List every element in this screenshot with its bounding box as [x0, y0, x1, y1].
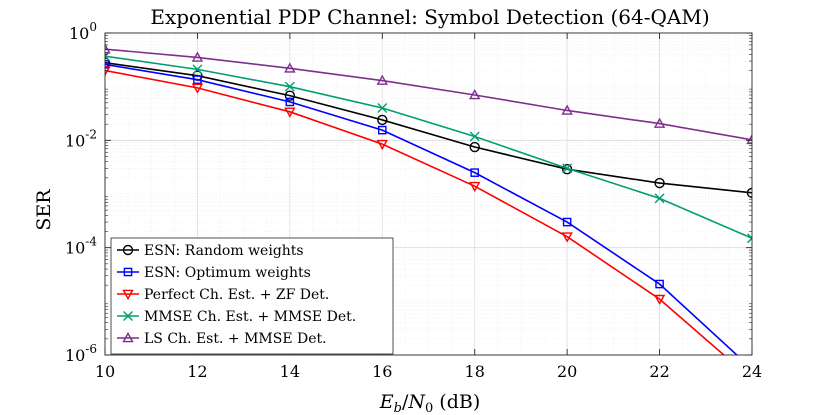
x-axis-label: Eb/N0 (dB) — [379, 391, 481, 415]
data-point — [191, 83, 204, 94]
data-point — [561, 232, 573, 243]
marker-x-stroke — [747, 237, 752, 244]
x-tick-label: 18 — [465, 362, 485, 381]
marker-x-stroke — [747, 233, 752, 240]
y-tick-label: 100 — [69, 20, 97, 43]
data-point — [193, 75, 202, 84]
y-tick-label: 10-2 — [65, 127, 97, 150]
x-tick-label: 14 — [280, 362, 300, 381]
data-point — [191, 51, 204, 62]
data-point — [470, 168, 480, 177]
data-point — [284, 81, 295, 92]
legend-marker — [123, 267, 133, 277]
y-tick-label: 10-4 — [65, 235, 97, 258]
x-tick-label: 20 — [557, 362, 577, 381]
legend-entry: MMSE Ch. Est. + MMSE Det. — [144, 309, 356, 325]
series-5 — [105, 43, 752, 145]
chart-title: Exponential PDP Channel: Symbol Detectio… — [150, 5, 709, 29]
data-point — [747, 233, 752, 244]
series-line — [105, 48, 752, 141]
legend: ESN: Random weights ESN: Optimum weights P… — [110, 237, 394, 355]
data-point — [105, 57, 111, 68]
series-clipped — [105, 43, 752, 355]
data-point — [653, 294, 666, 306]
data-point — [376, 139, 388, 151]
x-tick-label: 16 — [372, 362, 392, 381]
legend-box — [110, 237, 394, 355]
x-tick-label: 12 — [187, 362, 207, 381]
data-point — [284, 62, 296, 73]
series-1 — [105, 57, 752, 199]
data-point — [105, 43, 111, 54]
series-group — [105, 43, 752, 355]
data-point — [746, 133, 752, 145]
x-label-var: E — [379, 391, 394, 413]
legend-marker — [122, 244, 134, 256]
x-tick-label: 24 — [742, 362, 762, 381]
series-line — [105, 69, 726, 355]
data-point — [746, 187, 752, 199]
data-point — [654, 193, 665, 204]
axis-ticks: 10 12 14 16 18 20 22 24 100 10-2 10-4 10-6 — [65, 20, 762, 381]
series-3 — [105, 66, 726, 355]
x-label-unit: (dB) — [433, 391, 480, 413]
legend-entry: ESN: Optimum weights — [144, 265, 311, 281]
data-point — [377, 114, 388, 126]
data-point — [284, 90, 296, 101]
legend-marker — [122, 289, 134, 300]
legend-entry: ESN: Random weights — [144, 243, 304, 259]
marker-x-stroke — [192, 64, 203, 75]
series-line — [105, 63, 739, 355]
data-point — [655, 279, 664, 289]
plot-frame — [104, 32, 753, 356]
data-point — [192, 64, 203, 75]
data-point — [561, 104, 573, 115]
x-label-sub1: b — [394, 401, 402, 415]
marker-x-stroke — [654, 193, 665, 204]
data-point — [377, 103, 388, 114]
data-point — [284, 107, 296, 118]
series-line — [105, 55, 752, 239]
data-point — [469, 89, 481, 100]
data-point — [377, 125, 387, 135]
y-axis-label: SER — [33, 189, 55, 231]
marker-x-stroke — [105, 55, 110, 62]
x-label-sub2: 0 — [425, 401, 433, 415]
data-point — [653, 117, 666, 128]
data-point — [469, 141, 480, 153]
marker-x-stroke — [562, 163, 573, 174]
data-point — [654, 177, 665, 189]
x-label-slash: / — [402, 391, 409, 413]
marker-x-stroke — [284, 81, 295, 92]
y-tick-label: 10-6 — [65, 342, 97, 365]
legend-entry: Perfect Ch. Est. + ZF Det. — [144, 287, 329, 303]
data-point — [469, 131, 480, 142]
x-label-var2: N — [407, 391, 426, 413]
marker-x-stroke — [123, 311, 133, 321]
data-point — [105, 66, 111, 77]
data-point — [469, 181, 481, 193]
marker-x-stroke — [469, 131, 480, 142]
marker-x-stroke — [377, 103, 388, 114]
x-tick-label: 10 — [95, 362, 115, 381]
x-tick-label: 22 — [649, 362, 669, 381]
data-point — [285, 97, 295, 107]
data-point — [562, 163, 573, 174]
data-point — [376, 74, 388, 85]
legend-entry: LS Ch. Est. + MMSE Det. — [144, 331, 327, 347]
legend-marker — [123, 311, 133, 321]
data-point — [562, 217, 572, 227]
series-line — [105, 61, 752, 194]
legend-marker — [122, 332, 134, 343]
